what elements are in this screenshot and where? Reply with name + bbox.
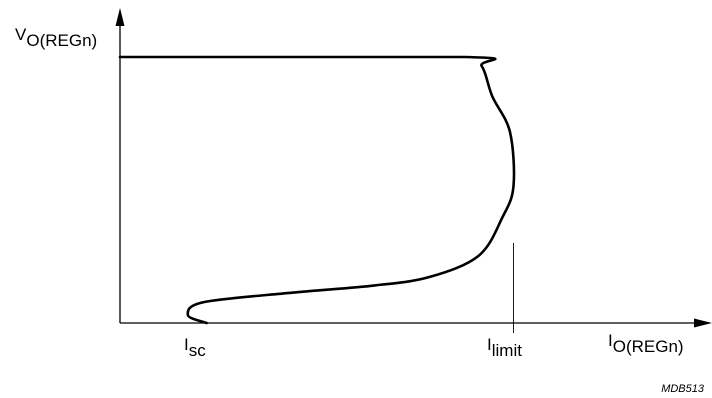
x-axis-label-main: I bbox=[608, 331, 613, 350]
y-axis-label-main: V bbox=[15, 25, 27, 44]
isc-label: Isc bbox=[184, 335, 206, 360]
x-axis-arrow bbox=[694, 318, 712, 328]
ilimit-label: Ilimit bbox=[487, 335, 522, 360]
isc-label-main: I bbox=[184, 335, 189, 354]
isc-label-sub: sc bbox=[189, 341, 207, 360]
y-axis-label-sub: O(REGn) bbox=[26, 31, 97, 50]
x-axis-label: IO(REGn) bbox=[608, 331, 684, 356]
y-axis-label: VO(REGn) bbox=[15, 25, 97, 50]
series-line-vout bbox=[118, 55, 516, 325]
x-axis-label-sub: O(REGn) bbox=[613, 337, 684, 356]
figure-id: MDB513 bbox=[661, 383, 705, 395]
ilimit-label-sub: limit bbox=[492, 341, 522, 360]
ilimit-label-main: I bbox=[487, 335, 492, 354]
y-axis-arrow bbox=[115, 8, 125, 26]
